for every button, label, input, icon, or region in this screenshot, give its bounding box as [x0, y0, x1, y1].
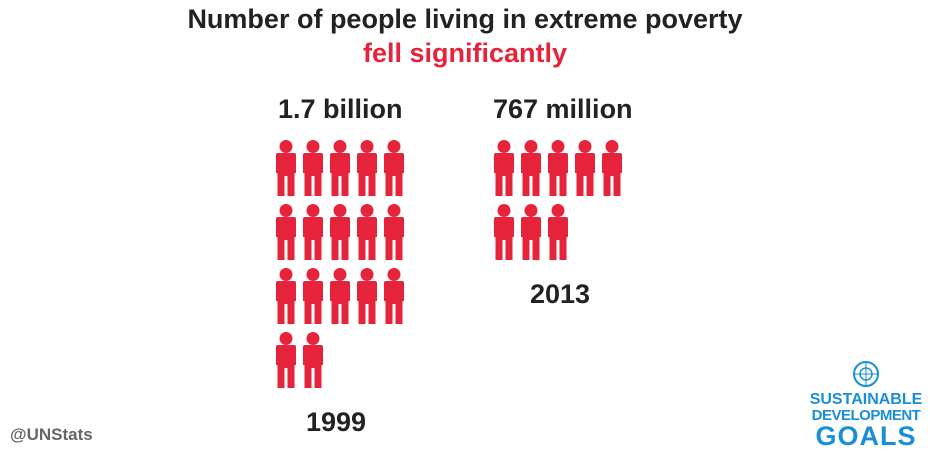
- person-icon-2013-1: [494, 140, 514, 196]
- sdg-logo-line1: SUSTAINABLE: [809, 391, 923, 408]
- person-icon-1999-14: [357, 268, 377, 324]
- person-icon-1999-3: [330, 140, 350, 196]
- value-label-2013: 767 million: [493, 94, 633, 124]
- person-icon-1999-5: [384, 140, 404, 196]
- chart-subtitle: fell significantly: [362, 38, 568, 68]
- sdg-logo-line3: GOALS: [815, 421, 917, 451]
- person-icon-1999-13: [330, 268, 350, 324]
- sdg-logo: SUSTAINABLE DEVELOPMENT GOALS: [808, 360, 924, 450]
- person-icon-1999-1: [276, 140, 296, 196]
- person-icon-1999-4: [357, 140, 377, 196]
- person-icon-1999-16: [276, 332, 296, 388]
- person-icon-1999-15: [384, 268, 404, 324]
- person-icon-1999-7: [303, 204, 323, 260]
- person-icon-1999-10: [384, 204, 404, 260]
- person-icon-2013-8: [548, 204, 568, 260]
- year-label-1999: 1999: [306, 407, 367, 437]
- person-icon-2013-5: [602, 140, 622, 196]
- person-icon-1999-6: [276, 204, 296, 260]
- person-icon-1999-8: [330, 204, 350, 260]
- person-icon-2013-3: [548, 140, 568, 196]
- person-icon-2013-4: [575, 140, 595, 196]
- icon-group-2013: [494, 140, 622, 260]
- value-label-1999: 1.7 billion: [278, 94, 403, 124]
- person-icon-1999-9: [357, 204, 377, 260]
- person-icon-1999-12: [303, 268, 323, 324]
- person-icon-1999-17: [303, 332, 323, 388]
- person-icon-1999-2: [303, 140, 323, 196]
- twitter-handle: @UNStats: [10, 425, 93, 444]
- year-label-2013: 2013: [530, 279, 591, 309]
- chart-title: Number of people living in extreme pover…: [187, 4, 743, 34]
- icon-group-1999: [276, 140, 404, 388]
- person-icon-2013-7: [521, 204, 541, 260]
- sdg-logo-line2: DEVELOPMENT: [811, 407, 921, 424]
- person-icon-2013-2: [521, 140, 541, 196]
- un-emblem-icon: [853, 361, 879, 387]
- person-icon-2013-6: [494, 204, 514, 260]
- person-icon-1999-11: [276, 268, 296, 324]
